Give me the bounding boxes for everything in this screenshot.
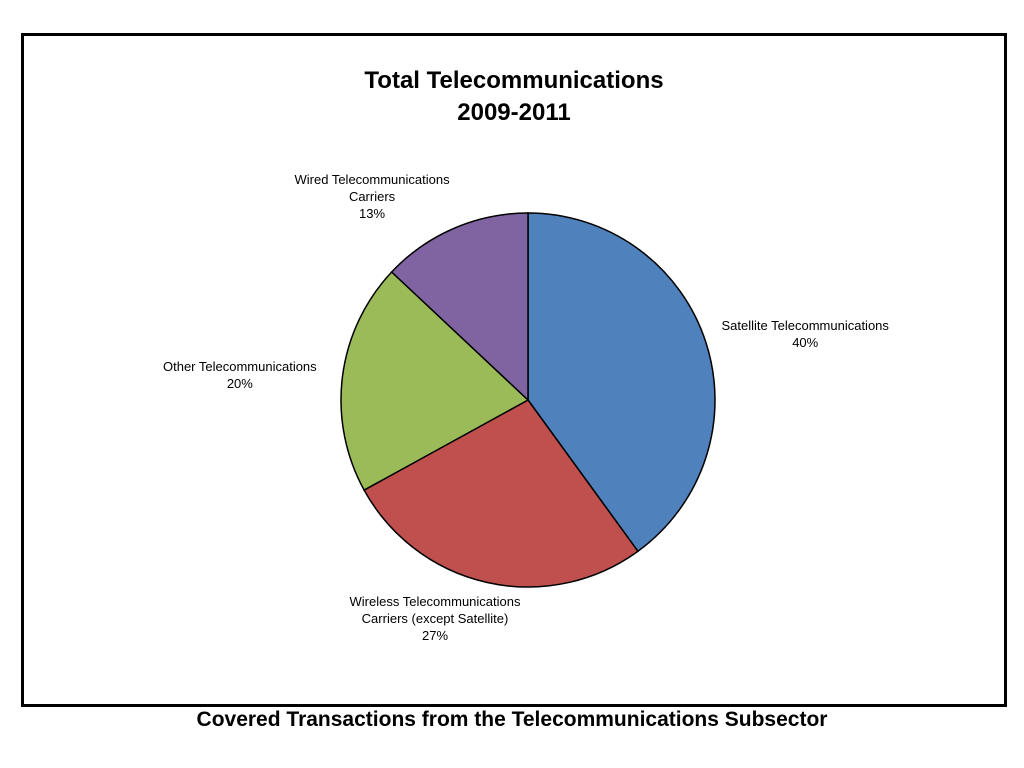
- chart-title-line-2: 2009-2011: [457, 99, 571, 126]
- slice-value-label: 20%: [226, 376, 253, 391]
- slice-label-text: Satellite Telecommunications: [721, 318, 889, 333]
- slice-label-text: Wireless Telecommunications: [349, 594, 521, 609]
- pie-slice-2: [340, 270, 530, 492]
- slice-label-text: Other Telecommunications: [163, 359, 317, 374]
- slice-label-2: Other Telecommunications 20%: [163, 358, 317, 392]
- slice-label-1: Wireless Telecommunications Carriers (exc…: [350, 593, 521, 644]
- slice-label-3: Wired Telecommunications Carriers 13%: [295, 171, 450, 222]
- chart-title: Total Telecommunications 2009-2011: [24, 65, 1004, 129]
- figure-caption: Covered Transactions from the Telecommun…: [196, 708, 828, 731]
- slice-label-text: Carriers: [348, 189, 396, 204]
- pie-slice-3: [390, 212, 529, 402]
- slice-label-text: Wired Telecommunications: [294, 172, 450, 187]
- slice-value-label: 27%: [421, 628, 449, 643]
- pie-chart: [340, 212, 716, 588]
- chart-title-line-1: Total Telecommunications: [364, 67, 664, 94]
- chart-frame: Total Telecommunications 2009-2011 Satel…: [21, 33, 1007, 707]
- slice-label-text: Carriers (except Satellite): [361, 611, 509, 626]
- slice-value-label: 40%: [792, 335, 819, 350]
- pie-slice-1: [363, 399, 639, 588]
- pie-slice-0: [527, 212, 716, 553]
- slice-value-label: 13%: [359, 206, 386, 221]
- slice-label-0: Satellite Telecommunications 40%: [722, 317, 889, 351]
